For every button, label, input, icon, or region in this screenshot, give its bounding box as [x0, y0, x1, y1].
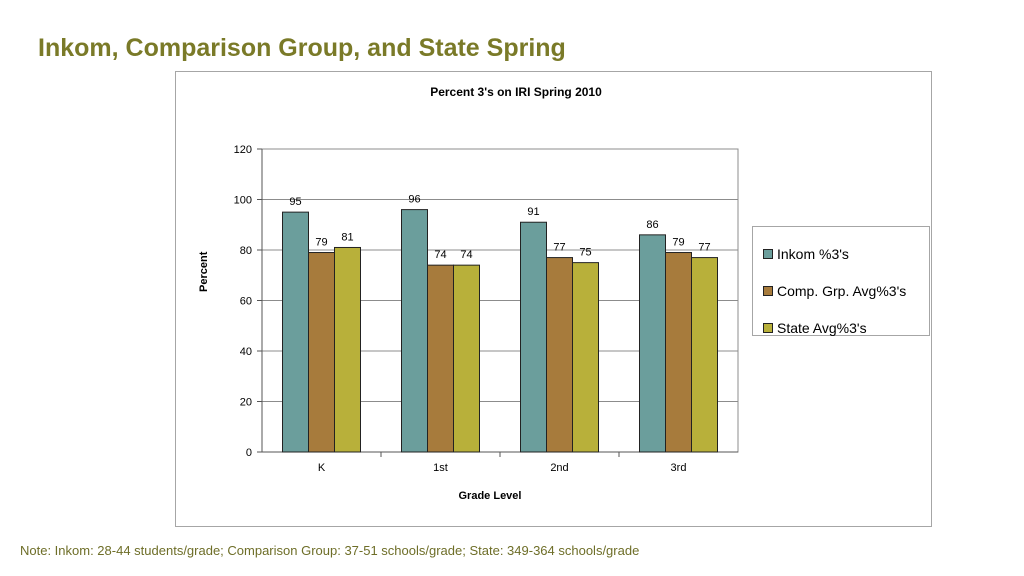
data-label: 91 — [527, 206, 539, 218]
bar-inkom — [639, 234, 666, 453]
legend-item-state: State Avg%3's — [753, 309, 929, 346]
bar-inkom — [401, 209, 428, 453]
data-label: 74 — [434, 249, 446, 261]
bar-chart: 0 20 40 60 80 100 120 K 95 79 81 1st 96 74 74 2nd 91 77 75… — [234, 144, 739, 474]
data-label: 74 — [460, 249, 472, 261]
y-axis-label: Percent — [198, 251, 210, 292]
y-tick-label: 40 — [240, 346, 252, 358]
data-label: 75 — [579, 247, 591, 259]
bar-state — [334, 246, 361, 453]
chart-legend: Inkom %3's Comp. Grp. Avg%3's State Avg%… — [752, 226, 930, 336]
data-label: 86 — [646, 219, 658, 231]
legend-label-inkom: Inkom %3's — [777, 245, 849, 262]
bar-state — [691, 257, 718, 453]
data-label: 77 — [553, 242, 565, 254]
y-tick-label: 20 — [240, 397, 252, 409]
x-tick-label: K — [318, 462, 326, 474]
bar-state — [453, 264, 480, 453]
bar-comp — [665, 252, 692, 453]
x-tick-label: 3rd — [671, 462, 687, 474]
data-label: 77 — [698, 242, 710, 254]
data-label: 81 — [341, 231, 353, 243]
x-tick-label: 1st — [433, 462, 448, 474]
bar-state — [572, 262, 599, 453]
bar-comp — [427, 264, 454, 453]
y-tick-label: 0 — [246, 447, 252, 459]
y-tick-label: 60 — [240, 296, 252, 308]
bar-comp — [546, 257, 573, 453]
x-tick-label: 2nd — [550, 462, 568, 474]
footnote: Note: Inkom: 28-44 students/grade; Compa… — [20, 543, 640, 558]
data-label: 95 — [289, 196, 301, 208]
y-tick-label: 120 — [234, 144, 252, 156]
data-label: 96 — [408, 194, 420, 206]
data-label: 79 — [672, 237, 684, 249]
data-label: 79 — [315, 237, 327, 249]
slide-title: Inkom, Comparison Group, and State Sprin… — [38, 34, 566, 62]
legend-swatch-state — [763, 322, 773, 333]
legend-swatch-inkom — [763, 248, 773, 259]
chart-title: Percent 3's on IRI Spring 2010 — [430, 85, 602, 99]
legend-item-comparison: Comp. Grp. Avg%3's — [753, 272, 929, 309]
bar-inkom — [520, 221, 547, 453]
bar-comp — [308, 252, 335, 453]
y-tick-label: 100 — [234, 195, 252, 207]
bar-inkom — [282, 211, 309, 453]
x-axis-label: Grade Level — [458, 490, 522, 502]
y-tick-label: 80 — [240, 245, 252, 257]
legend-label-state: State Avg%3's — [777, 319, 867, 336]
legend-swatch-comparison — [763, 285, 773, 296]
legend-item-inkom: Inkom %3's — [753, 235, 929, 272]
chart-frame: Percent 3's on IRI Spring 2010 0 20 40 60 80… — [175, 71, 932, 527]
legend-label-comparison: Comp. Grp. Avg%3's — [777, 282, 907, 299]
